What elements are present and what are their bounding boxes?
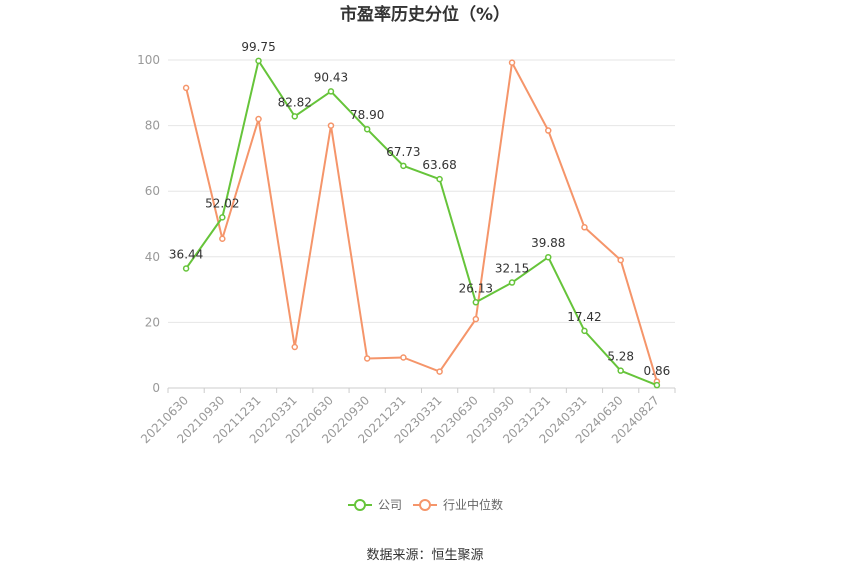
y-tick-label: 80 bbox=[145, 119, 160, 133]
series-line bbox=[185, 61, 658, 382]
data-point bbox=[182, 265, 190, 272]
data-point bbox=[508, 279, 516, 286]
legend-marker bbox=[419, 499, 431, 511]
data-point bbox=[472, 299, 480, 306]
data-label: 67.73 bbox=[386, 145, 420, 159]
data-point bbox=[291, 113, 298, 120]
y-tick-label: 100 bbox=[137, 53, 160, 67]
data-label: 63.68 bbox=[422, 158, 456, 172]
data-point bbox=[617, 367, 624, 374]
y-tick-label: 60 bbox=[145, 184, 160, 198]
data-label: 26.13 bbox=[459, 281, 493, 295]
data-point bbox=[255, 115, 262, 123]
data-point bbox=[363, 125, 371, 133]
series-industry-median bbox=[182, 59, 661, 385]
data-point bbox=[508, 59, 516, 66]
data-point bbox=[182, 84, 190, 92]
data-point bbox=[255, 57, 262, 65]
data-label: 82.82 bbox=[278, 95, 312, 109]
data-point bbox=[219, 214, 226, 221]
legend-label: 公司 bbox=[378, 498, 402, 512]
series-company bbox=[182, 57, 661, 389]
data-point bbox=[581, 224, 588, 231]
data-point bbox=[617, 256, 624, 264]
data-label: 17.42 bbox=[567, 310, 601, 324]
data-point bbox=[653, 381, 661, 389]
y-tick-label: 40 bbox=[145, 250, 160, 264]
data-point bbox=[400, 162, 407, 170]
data-label: 52.02 bbox=[205, 196, 239, 210]
data-point bbox=[400, 354, 407, 361]
data-label: 36.44 bbox=[169, 247, 203, 261]
data-label: 39.88 bbox=[531, 236, 565, 250]
y-tick-label: 0 bbox=[152, 381, 160, 395]
data-label: 78.90 bbox=[350, 108, 384, 122]
data-point bbox=[581, 327, 588, 335]
data-label: 0.86 bbox=[644, 364, 671, 378]
data-label: 99.75 bbox=[241, 40, 275, 54]
y-axis: 0 20 40 60 80 100 bbox=[137, 53, 160, 395]
x-axis: 2021063020210930202112312022033120220630… bbox=[138, 387, 676, 446]
data-label: 5.28 bbox=[607, 350, 634, 364]
series-line bbox=[185, 59, 658, 387]
chart-title: 市盈率历史分位（%） bbox=[340, 4, 510, 25]
legend-marker bbox=[354, 499, 366, 511]
data-point bbox=[363, 355, 371, 362]
legend-item-company[interactable]: 公司 bbox=[348, 498, 402, 512]
data-point bbox=[219, 235, 226, 243]
grid-lines bbox=[168, 59, 675, 323]
legend[interactable]: 公司 行业中位数 bbox=[348, 497, 503, 512]
data-point bbox=[291, 343, 298, 351]
data-point bbox=[545, 127, 552, 134]
data-point bbox=[545, 253, 552, 261]
legend-item-industry-median[interactable]: 行业中位数 bbox=[413, 497, 503, 512]
data-label: 32.15 bbox=[495, 262, 529, 276]
data-point bbox=[472, 315, 480, 323]
legend-label: 行业中位数 bbox=[443, 497, 503, 512]
data-point bbox=[327, 88, 335, 95]
data-point bbox=[436, 175, 443, 183]
data-label: 90.43 bbox=[314, 70, 348, 84]
data-point bbox=[327, 122, 335, 129]
y-tick-label: 20 bbox=[145, 315, 160, 329]
source-note: 数据来源：恒生聚源 bbox=[366, 548, 483, 563]
data-point bbox=[436, 368, 443, 375]
